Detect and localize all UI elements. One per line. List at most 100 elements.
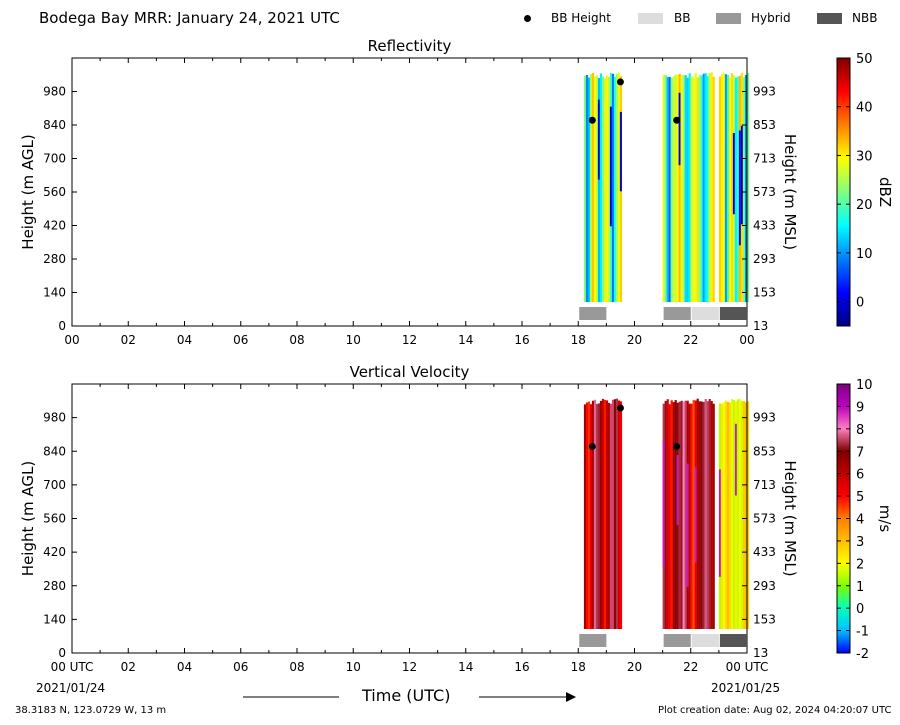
heatmap-column [702,73,705,302]
heatmap-column [710,72,713,303]
heatmap-column [734,77,738,303]
heatmap-column [712,403,715,629]
heatmap-column [664,75,667,303]
heatmap-streak [740,125,743,225]
legend-bb-height-label: BB Height [551,11,611,25]
heatmap-column [597,78,601,303]
heatmap-column [672,76,675,303]
heatmap-column [728,402,732,629]
colorbar-tick-label: -2 [856,647,869,662]
y-tick-label-right: 433 [753,545,776,559]
x-tick-label: 14 [458,660,473,674]
heatmap-column [720,74,724,303]
heatmap-column [583,404,587,629]
x-tick-label: 06 [233,660,248,674]
heatmap-column [617,72,621,302]
heatmap-streak [678,92,681,166]
heatmap-column [603,78,607,303]
heatmap-column [611,399,615,629]
y-tick-label-right: 993 [753,411,776,425]
heatmap-column [692,77,695,302]
heatmap-column [722,402,726,629]
heatmap-column [706,76,709,303]
colorbar-tick-label: 2 [856,557,864,572]
heatmap-column [708,399,711,629]
x-tick-label: 04 [177,333,192,347]
y-tick-label-right: 853 [753,118,776,132]
heatmap-column [698,401,701,629]
heatmap-column [746,72,750,303]
heatmap-column [670,400,673,629]
heatmap-column [696,77,699,302]
heatmap-column [605,400,609,629]
heatmap-column [605,75,609,302]
y-tick-label: 280 [43,579,66,593]
colorbar-tick-label: 1 [856,580,864,595]
x-tick-label: 12 [402,333,417,347]
x-tick-label: 10 [346,333,361,347]
y-tick-label: 280 [43,252,66,266]
colorbar-tick-label: 0 [856,602,864,617]
y-tick-label-right: 573 [753,512,776,526]
colorbar-tick-label: 5 [856,490,864,505]
bb-class-bar [719,634,747,647]
x-tick-label: 00 UTC [726,660,769,674]
heatmap-column [587,77,591,302]
heatmap-column [684,75,687,303]
heatmap-column [591,72,595,303]
y-tick-label-right: 153 [753,286,776,300]
y-tick-label-right: 713 [753,152,776,166]
y-tick-label-right: 993 [753,85,776,99]
colorbar-tick-label: 30 [856,149,873,164]
heatmap-column [589,404,593,629]
panel-title: Reflectivity [368,37,452,55]
x-tick-label: 02 [121,333,136,347]
heatmap-column [704,399,707,629]
panel-title: Vertical Velocity [350,363,470,381]
heatmap-column [666,76,669,303]
heatmap-streak [662,441,665,567]
y-tick-label: 420 [43,545,66,559]
heatmap-column [744,402,748,629]
heatmap-column [613,399,617,629]
heatmap-streak [597,99,600,180]
colorbar-label: dBZ [876,177,894,207]
heatmap-column [583,75,587,302]
x-tick-label: 08 [289,333,304,347]
y-tick-label: 840 [43,118,66,132]
colorbar-tick-label: 9 [856,400,864,415]
bb-class-bar [719,307,747,320]
heatmap-column [700,401,703,629]
colorbar-tick-label: 40 [856,101,873,116]
colorbar-tick-label: 6 [856,468,864,483]
date-end: 2021/01/25 [711,681,781,695]
y-axis-label-right: Height (m MSL) [781,134,799,250]
heatmap-column [613,76,617,303]
footer-creation-date: Plot creation date: Aug 02, 2024 04:20:0… [658,705,892,716]
y-tick-label: 840 [43,444,66,458]
heatmap-column [601,76,605,303]
heatmap-column [726,402,730,629]
heatmap-column [686,77,689,302]
heatmap-streak [609,106,612,227]
heatmap-column [746,401,750,629]
heatmap-column [615,398,619,629]
heatmap-column [603,399,607,629]
heatmap-column [589,74,593,303]
heatmap-column [730,399,734,629]
heatmap-column [694,72,697,302]
x-tick-label: 16 [514,333,529,347]
heatmap-column [609,403,613,629]
heatmap-streak [718,469,721,577]
heatmap-streak [738,130,741,246]
heatmap-column [617,400,621,629]
bb-class-bar [691,307,719,320]
y-tick-label: 980 [43,411,66,425]
heatmap-column [712,76,715,303]
x-tick-label: 18 [571,660,586,674]
heatmap-streak [732,133,735,215]
colorbar-label: m/s [876,505,894,533]
heatmap-column [591,400,595,629]
